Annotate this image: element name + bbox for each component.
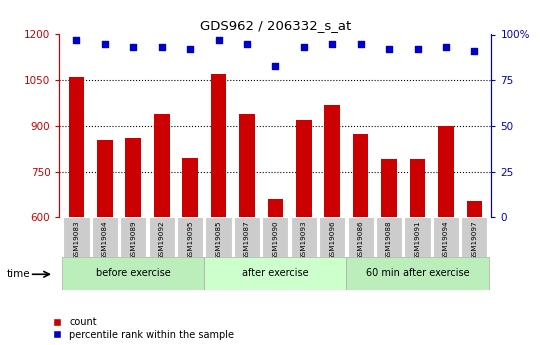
Text: GSM19090: GSM19090 [272,220,279,260]
Bar [183,158,198,217]
Bar [234,217,260,257]
Bar [348,217,374,257]
Bar [347,257,489,290]
Bar [63,217,90,257]
Legend: count, percentile rank within the sample: count, percentile rank within the sample [53,317,234,340]
Text: GSM19083: GSM19083 [73,220,79,260]
Bar [211,74,226,217]
Text: GSM19088: GSM19088 [386,220,392,260]
Point [385,46,394,52]
Bar [467,200,482,217]
Bar [97,140,113,217]
Point [442,45,450,50]
Bar [410,159,426,217]
Bar [262,217,288,257]
Bar [296,120,312,217]
Bar [376,217,402,257]
Bar [438,126,454,217]
Bar [92,217,118,257]
Point [356,41,365,46]
Bar [120,217,146,257]
Point [271,63,280,68]
Text: 60 min after exercise: 60 min after exercise [366,268,469,278]
Text: before exercise: before exercise [96,268,171,278]
Bar [69,77,84,217]
Bar [154,114,170,217]
Title: GDS962 / 206332_s_at: GDS962 / 206332_s_at [200,19,351,32]
Bar [206,217,232,257]
Text: GSM19085: GSM19085 [215,220,221,260]
Point [129,45,138,50]
Text: time: time [7,269,31,279]
Bar [204,257,347,290]
Text: after exercise: after exercise [242,268,309,278]
Text: GSM19092: GSM19092 [159,220,165,260]
Point [470,48,478,54]
Bar [268,199,283,217]
Bar [461,217,488,257]
Bar [125,138,141,217]
Text: GSM19095: GSM19095 [187,220,193,260]
Bar [381,159,397,217]
Text: GSM19094: GSM19094 [443,220,449,260]
Bar [291,217,317,257]
Bar [325,105,340,217]
Bar [62,257,204,290]
Text: GSM19084: GSM19084 [102,220,108,260]
Point [214,37,223,43]
Point [413,46,422,52]
Bar [353,134,368,217]
Point [72,37,81,43]
Text: GSM19087: GSM19087 [244,220,250,260]
Text: GSM19093: GSM19093 [301,220,307,260]
Text: GSM19096: GSM19096 [329,220,335,260]
Point [300,45,308,50]
Point [157,45,166,50]
Bar [239,114,255,217]
Text: GSM19097: GSM19097 [471,220,477,260]
Point [328,41,336,46]
Bar [148,217,175,257]
Bar [319,217,345,257]
Bar [177,217,203,257]
Bar [404,217,430,257]
Text: GSM19089: GSM19089 [130,220,136,260]
Point [242,41,251,46]
Text: GSM19086: GSM19086 [357,220,363,260]
Point [100,41,109,46]
Text: GSM19091: GSM19091 [415,220,421,260]
Bar [433,217,459,257]
Point [186,46,194,52]
